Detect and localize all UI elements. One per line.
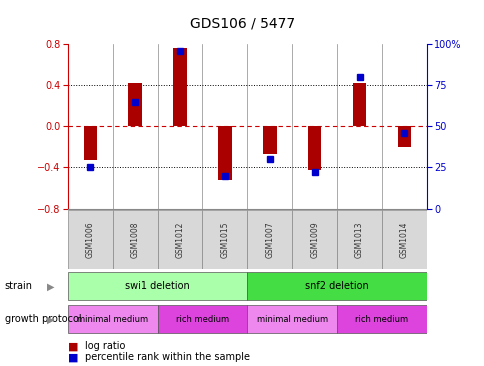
- Text: strain: strain: [5, 281, 33, 291]
- Text: rich medium: rich medium: [355, 315, 408, 324]
- Bar: [247, 272, 426, 300]
- Bar: [336, 305, 426, 333]
- Bar: [173, 48, 186, 126]
- Text: GSM1007: GSM1007: [265, 221, 274, 258]
- Text: ▶: ▶: [47, 281, 55, 291]
- Bar: [291, 210, 336, 269]
- Bar: [157, 210, 202, 269]
- Text: rich medium: rich medium: [176, 315, 228, 324]
- Bar: [83, 126, 97, 160]
- Text: minimal medium: minimal medium: [256, 315, 327, 324]
- Bar: [202, 210, 247, 269]
- Text: snf2 deletion: snf2 deletion: [304, 281, 368, 291]
- Text: GSM1014: GSM1014: [399, 221, 408, 258]
- Text: GSM1013: GSM1013: [354, 221, 363, 258]
- Text: percentile rank within the sample: percentile rank within the sample: [85, 352, 249, 362]
- Text: GSM1008: GSM1008: [130, 221, 139, 258]
- Bar: [262, 126, 276, 154]
- Bar: [352, 83, 365, 126]
- Bar: [336, 210, 381, 269]
- Bar: [68, 272, 247, 300]
- Text: growth protocol: growth protocol: [5, 314, 81, 324]
- Bar: [68, 305, 157, 333]
- Text: ■: ■: [68, 352, 78, 362]
- Text: ■: ■: [68, 341, 78, 351]
- Bar: [112, 210, 157, 269]
- Text: GSM1009: GSM1009: [309, 221, 318, 258]
- Text: swi1 deletion: swi1 deletion: [125, 281, 190, 291]
- Bar: [157, 305, 247, 333]
- Bar: [68, 210, 112, 269]
- Text: GSM1012: GSM1012: [175, 221, 184, 258]
- Text: GDS106 / 5477: GDS106 / 5477: [190, 16, 294, 30]
- Bar: [397, 126, 410, 147]
- Bar: [247, 210, 291, 269]
- Bar: [381, 210, 426, 269]
- Text: GSM1015: GSM1015: [220, 221, 229, 258]
- Bar: [128, 83, 142, 126]
- Text: log ratio: log ratio: [85, 341, 125, 351]
- Bar: [307, 126, 321, 169]
- Text: GSM1006: GSM1006: [86, 221, 95, 258]
- Bar: [218, 126, 231, 180]
- Text: minimal medium: minimal medium: [77, 315, 148, 324]
- Bar: [247, 305, 336, 333]
- Text: ▶: ▶: [47, 314, 55, 324]
